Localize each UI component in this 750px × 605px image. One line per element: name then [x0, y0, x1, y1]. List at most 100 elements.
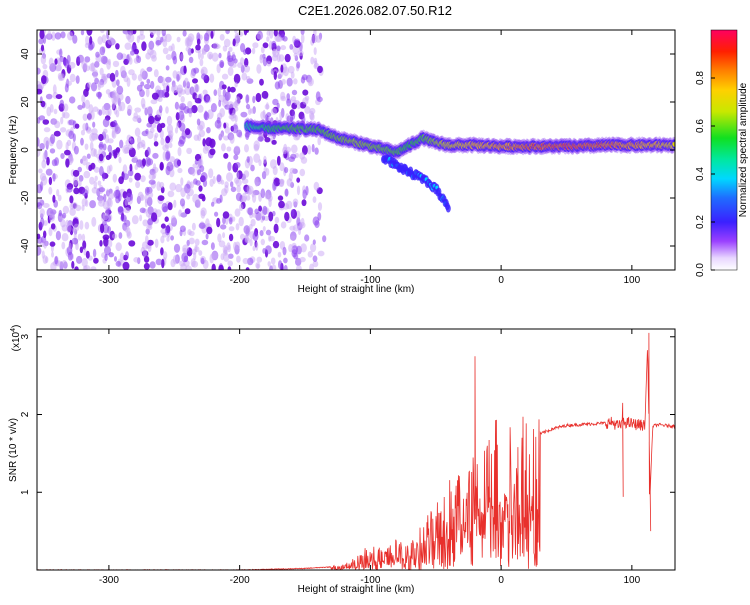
snr-x-tick-label: -300 — [99, 575, 119, 586]
colorbar-tick-label: 0.4 — [695, 167, 706, 181]
spectrogram-noise-cell — [262, 57, 268, 67]
snr-y-label: SNR (10 * v/v) — [8, 418, 19, 482]
spectrogram-x-tick-label: 100 — [624, 275, 641, 286]
spectrogram-noise-cell — [227, 161, 232, 172]
spectrogram-noise-cell — [119, 252, 125, 262]
spectrogram-noise-cell — [266, 60, 272, 67]
spectrogram-noise-cell — [169, 156, 175, 163]
spectrogram-noise-cell — [272, 240, 280, 249]
spectrogram-noise-cell — [119, 139, 124, 149]
spectrogram-noise-cell — [100, 30, 105, 34]
spectrogram-noise-cell — [125, 31, 132, 40]
spectrogram-noise-cell — [304, 234, 310, 242]
spectrogram-noise-cell — [240, 233, 245, 240]
spectrogram-noise-cell — [214, 211, 219, 217]
spectrogram-noise-cell — [81, 94, 86, 103]
spectrogram-noise-cell — [273, 223, 279, 234]
spectrogram-noise-cell — [180, 187, 186, 198]
colorbar-tick-label: 0.0 — [695, 263, 706, 277]
spectrogram-x-label: Height of straight line (km) — [298, 284, 415, 295]
spectrogram-noise-cell — [256, 32, 264, 40]
spectrogram-noise-cell — [162, 151, 167, 161]
spectrogram-noise-cell — [312, 239, 316, 245]
spectrogram-noise-cell — [39, 208, 45, 217]
spectrogram-noise-cell — [270, 117, 274, 124]
spectrogram-noise-cell — [107, 239, 113, 248]
spectrogram-noise-cell — [255, 92, 262, 103]
spectrogram-noise-cell — [140, 81, 145, 87]
spectrogram-noise-cell — [256, 64, 262, 74]
spectrogram-noise-cell — [164, 225, 170, 236]
spectrogram-noise-cell — [179, 103, 187, 111]
spectrogram-noise-cell — [193, 252, 197, 261]
spectrogram-noise-cell — [167, 202, 173, 211]
spectrogram-noise-cell — [101, 105, 106, 116]
spectrogram-noise-cell — [188, 237, 195, 245]
spectrogram-noise-cell — [71, 260, 75, 269]
spectrogram-noise-cell — [235, 223, 240, 231]
spectrogram-noise-cell — [139, 30, 144, 36]
spectrogram-noise-cell — [81, 189, 89, 197]
spectrogram-noise-cell — [211, 201, 215, 207]
spectrogram-noise-cell — [42, 255, 48, 264]
spectrogram-noise-cell — [57, 194, 62, 202]
spectrogram-noise-cell — [118, 232, 123, 239]
spectrogram-noise-cell — [43, 220, 48, 226]
spectrogram-noise-cell — [234, 177, 240, 184]
spectrogram-noise-cell — [138, 34, 146, 40]
spectrogram-noise-cell — [189, 86, 195, 96]
spectrogram-noise-cell — [164, 91, 170, 98]
spectrogram-noise-cell — [115, 43, 120, 50]
spectrogram-noise-cell — [165, 135, 171, 144]
spectrogram-noise-cell — [150, 80, 155, 90]
spectrogram-noise-cell — [280, 221, 287, 229]
spectrogram-noise-cell — [219, 132, 225, 139]
spectrogram-noise-cell — [276, 45, 281, 52]
spectrogram-x-ticks: -300 -200 -100 0 100 — [99, 30, 641, 286]
spectrogram-noise-cell — [186, 38, 192, 48]
spectrogram-noise-cell — [224, 91, 231, 101]
spectrogram-noise-cell — [230, 181, 234, 188]
spectrogram-noise-cell — [174, 101, 179, 110]
spectrogram-noise-cell — [98, 197, 103, 204]
spectrogram-noise-cell — [209, 178, 214, 187]
spectrogram-noise-cell — [222, 232, 226, 239]
spectrogram-noise-cell — [252, 245, 256, 252]
spectrogram-noise-cell — [216, 174, 222, 183]
spectrogram-noise-cell — [84, 99, 91, 110]
spectrogram-noise-cell — [251, 47, 256, 55]
spectrogram-noise-cell — [190, 71, 196, 79]
spectrogram-noise-cell — [271, 264, 277, 270]
spectrogram-noise-cell — [243, 65, 251, 73]
spectrogram-noise-cell — [97, 36, 103, 45]
spectrogram-noise-cell — [304, 106, 311, 114]
spectrogram-noise-cell — [300, 76, 306, 84]
spectrogram-noise-cell — [175, 183, 183, 193]
spectrogram-noise-cell — [139, 214, 143, 222]
spectrogram-noise-cell — [283, 257, 288, 264]
spectrogram-noise-cell — [102, 143, 107, 151]
spectrogram-noise-cell — [194, 97, 202, 104]
spectrogram-noise-cell — [105, 154, 111, 161]
spectrogram-noise-cell — [246, 184, 251, 194]
spectrogram-noise-cell — [131, 73, 137, 81]
spectrogram-noise-cell — [200, 172, 208, 182]
colorbar-label: Normalized spectral amplitude — [738, 82, 749, 217]
spectrogram-noise-cell — [206, 226, 213, 235]
spectrogram-noise-cell — [260, 188, 266, 199]
spectrogram-noise-cell — [115, 260, 122, 267]
spectrogram-noise-cell — [162, 206, 169, 213]
spectrogram-noise-cell — [242, 257, 249, 265]
spectrogram-noise-cell — [203, 32, 210, 42]
spectrogram-noise-cell — [148, 40, 155, 50]
spectrogram-noise-cell — [165, 33, 172, 43]
spectrogram-noise-cell — [270, 107, 278, 115]
spectrogram-noise-cell — [137, 135, 142, 145]
spectrogram-noise-cell — [81, 198, 88, 207]
spectrogram-noise-cell — [270, 257, 276, 265]
spectrogram-noise-cell — [114, 124, 121, 135]
spectrogram-noise-cell — [82, 123, 87, 131]
spectrogram-noise-cell — [101, 34, 107, 44]
spectrogram-noise-cell — [102, 223, 110, 234]
spectrogram-noise-cell — [264, 137, 271, 143]
